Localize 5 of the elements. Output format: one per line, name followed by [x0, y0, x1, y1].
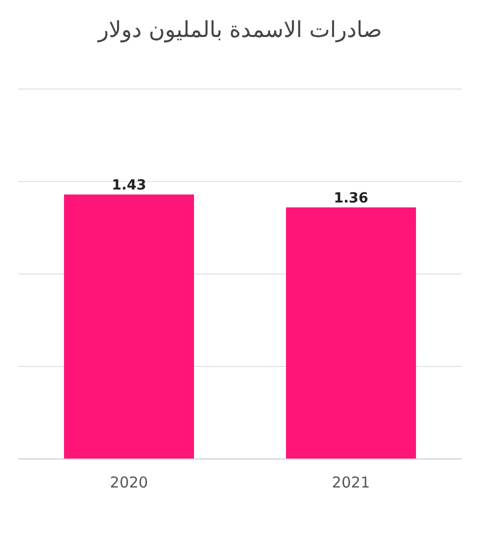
data-label: 1.36 [334, 190, 368, 206]
x-tick-label: 2021 [332, 474, 370, 492]
data-label: 1.43 [112, 177, 146, 194]
x-tick-label: 2020 [110, 474, 148, 492]
chart-title: صادرات الاسمدة بالمليون دولار [96, 17, 383, 45]
